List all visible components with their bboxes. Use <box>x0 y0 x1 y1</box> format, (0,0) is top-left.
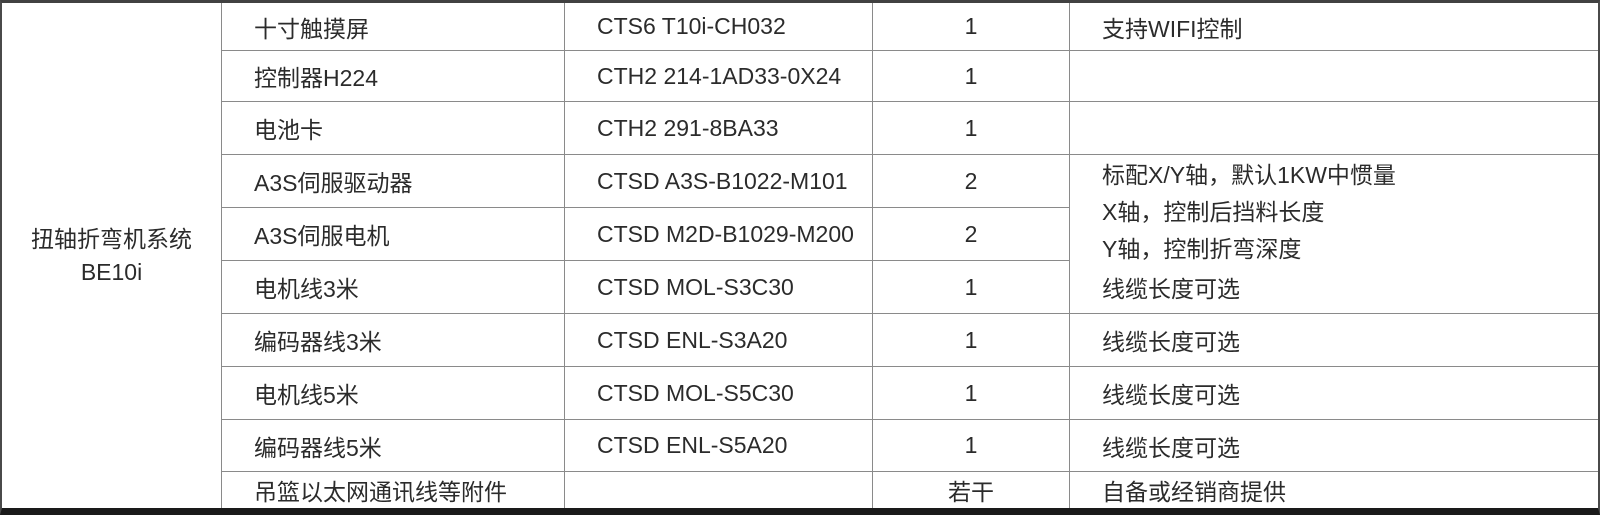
component-cell: 十寸触摸屏 <box>222 3 565 51</box>
model-cell: CTSD M2D-B1029-M200 <box>565 208 873 261</box>
component-cell: 电机线5米 <box>222 367 565 420</box>
model-cell: CTS6 T10i-CH032 <box>565 3 873 51</box>
system-name-line2: BE10i <box>80 258 143 285</box>
quantity-cell: 1 <box>873 261 1070 314</box>
quantity-cell: 1 <box>873 102 1070 155</box>
note-cell: 自备或经销商提供 <box>1102 479 1286 505</box>
model-cell: CTSD MOL-S5C30 <box>565 367 873 420</box>
model-cell: CTH2 291-8BA33 <box>565 102 873 155</box>
merged-note-line: X轴，控制后挡料长度 <box>1102 199 1325 225</box>
system-name-cell: 扭轴折弯机系统 BE10i <box>2 3 222 508</box>
quantity-cell: 1 <box>873 3 1070 51</box>
component-cell: 吊篮以太网通讯线等附件 <box>222 472 565 508</box>
model-cell: CTSD ENL-S3A20 <box>565 314 873 367</box>
merged-note-cell: 标配X/Y轴，默认1KW中惯量 X轴，控制后挡料长度 Y轴，控制折弯深度 <box>1070 155 1598 262</box>
component-cell: 编码器线5米 <box>222 420 565 472</box>
model-cell: CTSD A3S-B1022-M101 <box>565 155 873 208</box>
note-cell: 支持WIFI控制 <box>1070 3 1598 51</box>
note-cell: 线缆长度可选 <box>1070 420 1598 472</box>
model-cell: CTSD MOL-S3C30 <box>565 261 873 314</box>
quantity-cell: 1 <box>873 314 1070 367</box>
quantity-cell: 若干 <box>873 472 1070 508</box>
quantity-cell: 1 <box>873 420 1070 472</box>
component-cell: A3S伺服驱动器 <box>222 155 565 208</box>
model-cell <box>565 472 873 508</box>
component-cell: 编码器线3米 <box>222 314 565 367</box>
model-cell: CTSD ENL-S5A20 <box>565 420 873 472</box>
quantity-cell: 1 <box>873 367 1070 420</box>
component-cell: 电机线3米 <box>222 261 565 314</box>
note-cell <box>1070 102 1598 155</box>
system-name-line1: 扭轴折弯机系统 <box>31 225 192 252</box>
merged-note-line: Y轴，控制折弯深度 <box>1102 236 1302 262</box>
note-cell: 线缆长度可选 <box>1070 367 1598 420</box>
note-cell <box>1070 51 1598 102</box>
merged-note-line: 标配X/Y轴，默认1KW中惯量 <box>1102 162 1396 188</box>
note-cell: 线缆长度可选 <box>1070 314 1598 367</box>
component-cell: 电池卡 <box>222 102 565 155</box>
quantity-cell: 2 <box>873 155 1070 208</box>
quantity-cell: 1 <box>873 51 1070 102</box>
component-cell: 控制器H224 <box>222 51 565 102</box>
note-cell: 线缆长度可选 <box>1070 261 1598 314</box>
model-cell: CTH2 214-1AD33-0X24 <box>565 51 873 102</box>
quantity-cell: 2 <box>873 208 1070 261</box>
component-cell: A3S伺服电机 <box>222 208 565 261</box>
